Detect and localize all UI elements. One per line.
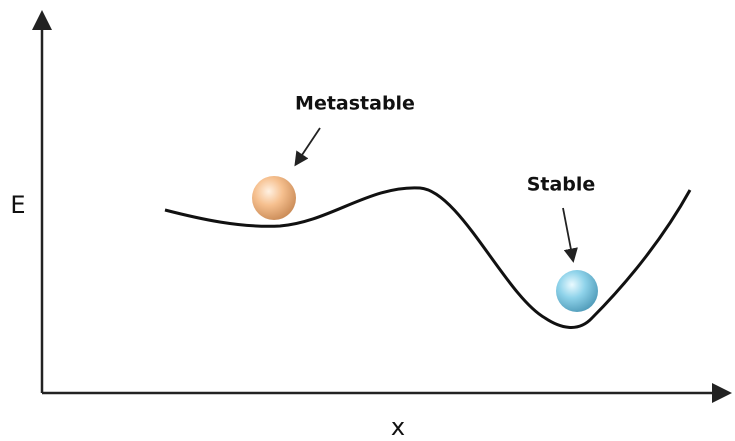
stable-ball xyxy=(556,270,598,312)
metastable-label: Metastable xyxy=(295,93,415,115)
stable-label: Stable xyxy=(527,174,596,196)
energy-diagram: E x Metastable Stable xyxy=(0,0,735,441)
page: E x Metastable Stable (() => { const dat… xyxy=(0,0,735,441)
y-axis-label: E xyxy=(10,191,25,219)
metastable-arrow xyxy=(296,128,320,164)
metastable-ball xyxy=(252,176,296,220)
stable-arrow xyxy=(563,208,573,260)
energy-curve xyxy=(165,188,690,328)
x-axis-label: x xyxy=(391,413,405,441)
